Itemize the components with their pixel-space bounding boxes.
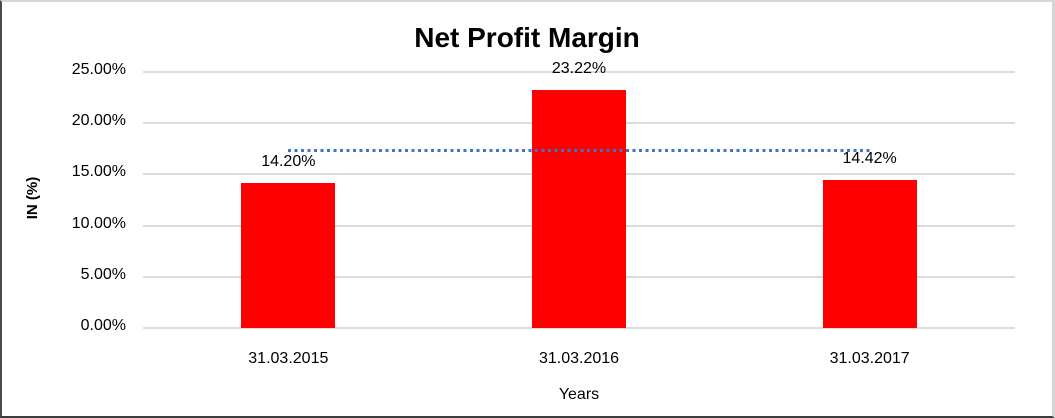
x-tick-label: 31.03.2016 xyxy=(538,350,620,367)
bar-value-label: 23.22% xyxy=(551,60,607,78)
y-tick-label: 5.00% xyxy=(80,265,126,283)
bar-value-label: 14.20% xyxy=(261,152,316,170)
x-tick-label: 31.03.2015 xyxy=(248,350,329,367)
gridline xyxy=(143,71,1015,73)
bar-31.03.2015 xyxy=(241,182,336,328)
y-tick-label: 10.00% xyxy=(71,214,126,232)
chart-title: Net Profit Margin xyxy=(414,22,640,53)
y-tick-label: 0.00% xyxy=(80,317,126,334)
x-axis-title: Years xyxy=(558,386,600,403)
y-tick-label: 15.00% xyxy=(71,163,126,181)
y-axis-title: IN (%) xyxy=(24,176,41,220)
y-tick-label: 25.00% xyxy=(71,61,126,78)
bar-31.03.2017 xyxy=(822,180,917,328)
y-tick-label: 20.00% xyxy=(71,112,126,130)
x-tick-label: 31.03.2017 xyxy=(829,350,910,367)
average-trendline xyxy=(288,149,870,153)
bar-31.03.2016 xyxy=(532,90,626,328)
bar-value-label: 14.42% xyxy=(842,150,897,168)
gridline xyxy=(143,327,1015,329)
